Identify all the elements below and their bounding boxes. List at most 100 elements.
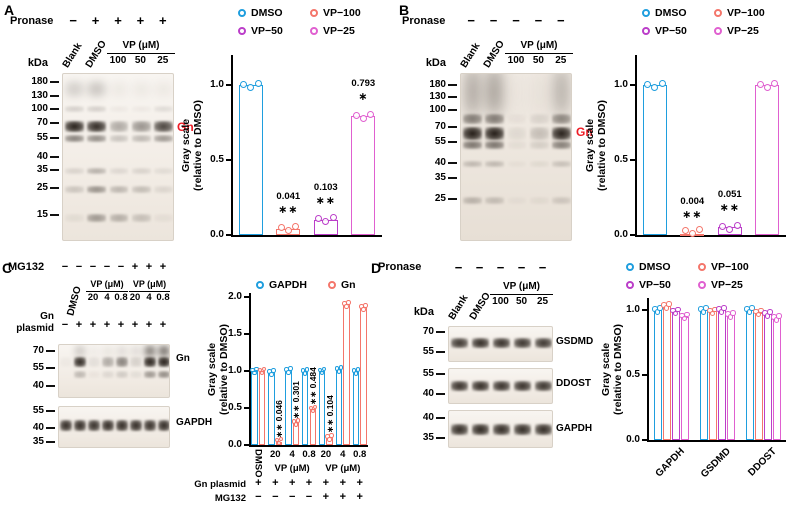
panel-b-kda-tick xyxy=(448,161,457,164)
vp-50-legend-marker-icon xyxy=(642,27,650,35)
chart-d-ylabel-line1: Gray scale xyxy=(600,342,612,396)
panel-d-gapdh-protein-band xyxy=(513,423,532,435)
chart-a-data-point xyxy=(315,215,323,223)
panel-b-kda-marker-180: 180 xyxy=(429,78,446,90)
panel-a-protein-band xyxy=(154,81,173,98)
chart-d-legend-label: DMSO xyxy=(639,261,671,273)
chart-c-data-point xyxy=(261,366,267,372)
chart-d-y-axis xyxy=(647,298,649,440)
panel-a-protein-band xyxy=(109,214,129,223)
panel-a-protein-band xyxy=(154,214,173,223)
panel-b-protein-band xyxy=(485,140,504,149)
panel-b-label: B xyxy=(399,2,410,18)
panel-b-protein-band xyxy=(529,160,549,167)
chart-b-data-point xyxy=(763,83,771,91)
panel-c-gn-protein-band xyxy=(102,345,114,358)
panel-d-gapdh-protein-band xyxy=(534,423,552,435)
chart-c-ytick xyxy=(244,296,249,298)
chart-d-data-point xyxy=(721,305,727,311)
chart-b-data-point xyxy=(726,225,734,233)
chart-b-ylabel-line1: Gray scale xyxy=(584,118,596,172)
chart-c-data-point xyxy=(361,307,366,312)
chart-a-y-axis xyxy=(231,55,233,235)
panel-b-vp-dose-50: 50 xyxy=(532,55,544,66)
chart-d-bar xyxy=(708,311,717,440)
chart-b-bar xyxy=(755,85,780,235)
chart-a-annotation-value: 0.793 xyxy=(351,78,376,90)
chart-b-ytick xyxy=(630,234,635,236)
chart-b-data-point xyxy=(658,79,666,87)
chart-a-data-point xyxy=(254,79,262,87)
panel-d-label: D xyxy=(371,260,382,276)
chart-a-ytick xyxy=(226,84,231,86)
chart-b-annotation-value: 0.004 xyxy=(680,195,705,207)
chart-b-legend-vp-50: VP−50 xyxy=(642,25,687,37)
panel-a-protein-band xyxy=(64,135,84,143)
chart-c-legend-label: GAPDH xyxy=(269,279,307,291)
chart-c-data-point xyxy=(286,370,291,375)
panel-d-vp-header: VP (μM) xyxy=(490,281,553,295)
panel-d-gsdmd-protein-band xyxy=(471,338,490,349)
chart-c-annotation: ∗∗ 0.046 xyxy=(274,399,285,438)
panel-a-lane-label-blank: Blank xyxy=(60,41,85,70)
chart-a-legend-vp-50: VP−50 xyxy=(238,25,283,37)
panel-b-vp-dose-25: 25 xyxy=(555,55,567,66)
panel-c-vp-dose-0-8: 0.8 xyxy=(114,292,128,303)
panel-d-gapdh-protein-band xyxy=(450,423,469,435)
panel-d-ddost-protein-band xyxy=(492,381,511,392)
panel-c-gn-protein-band xyxy=(130,371,142,379)
chart-c-data-point xyxy=(269,372,274,377)
panel-c-gn-protein-band xyxy=(144,371,156,379)
vp-25-legend-marker-icon xyxy=(310,27,318,35)
vp-100-legend-marker-icon xyxy=(310,9,318,17)
vp-50-legend-marker-icon xyxy=(238,27,246,35)
vp-100-legend-marker-icon xyxy=(714,9,722,17)
chart-c-data-point xyxy=(319,370,325,376)
panel-a-pronase-label: Pronase xyxy=(10,15,54,27)
chart-a-data-point xyxy=(359,114,367,122)
panel-a-kda-tick xyxy=(50,136,59,139)
chart-c-row-symbol: + xyxy=(322,477,330,489)
chart-c-bar xyxy=(360,307,367,445)
chart-c-row-symbol: + xyxy=(255,477,262,489)
panel-a-pronase-symbol: + xyxy=(91,13,100,28)
chart-c-row-symbol: + xyxy=(356,491,363,503)
chart-a-legend-label: VP−25 xyxy=(323,25,355,37)
chart-c-data-point xyxy=(259,370,265,376)
panel-b-kda-label: kDa xyxy=(425,57,446,69)
panel-b-vp-header: VP (μM) xyxy=(505,40,573,54)
panel-b-kda-marker-130: 130 xyxy=(429,91,446,103)
chart-a-data-point xyxy=(247,83,255,91)
panel-c-gn-protein-band xyxy=(116,357,128,368)
panel-d-ddost-protein-band xyxy=(471,381,490,392)
panel-d-ddost-kda-marker-55: 55 xyxy=(422,368,434,380)
panel-a-kda-marker-25: 25 xyxy=(36,182,48,194)
chart-c-data-point xyxy=(295,418,301,423)
panel-a-protein-band xyxy=(64,185,84,193)
chart-c-row-symbol: + xyxy=(339,477,347,489)
vp-25-legend-marker-icon xyxy=(698,281,706,289)
panel-d-vp-dose-50: 50 xyxy=(515,296,528,307)
chart-d-data-point xyxy=(749,305,755,311)
chart-b-ytick-label: 0.5 xyxy=(614,154,628,165)
panel-a-protein-band xyxy=(109,135,129,143)
chart-b-ylabel-line2: (relative to DMSO) xyxy=(596,99,608,191)
chart-b-legend-vp-25: VP−25 xyxy=(714,25,759,37)
dmso-legend-marker-icon xyxy=(238,9,246,17)
chart-d-ytick xyxy=(642,439,647,441)
chart-a-x-axis xyxy=(231,235,382,237)
panel-c-gn-protein-band xyxy=(130,357,142,368)
chart-a-ytick xyxy=(226,234,231,236)
chart-d-bar xyxy=(717,310,726,440)
chart-c-row-symbol: − xyxy=(272,491,279,503)
chart-c-bar xyxy=(335,369,343,445)
panel-b-vp-dose-100: 100 xyxy=(507,55,525,66)
panel-d-gsdmd-blot-label: GSDMD xyxy=(556,336,594,347)
panel-b-kda-marker-100: 100 xyxy=(429,103,446,115)
chart-d-bar xyxy=(745,310,754,440)
chart-b-bar xyxy=(642,85,667,235)
vp-25-legend-marker-icon xyxy=(714,27,722,35)
chart-c-row-symbol: − xyxy=(288,491,296,503)
panel-c-gn-protein-band xyxy=(88,345,100,358)
chart-d-x-axis xyxy=(647,440,786,442)
